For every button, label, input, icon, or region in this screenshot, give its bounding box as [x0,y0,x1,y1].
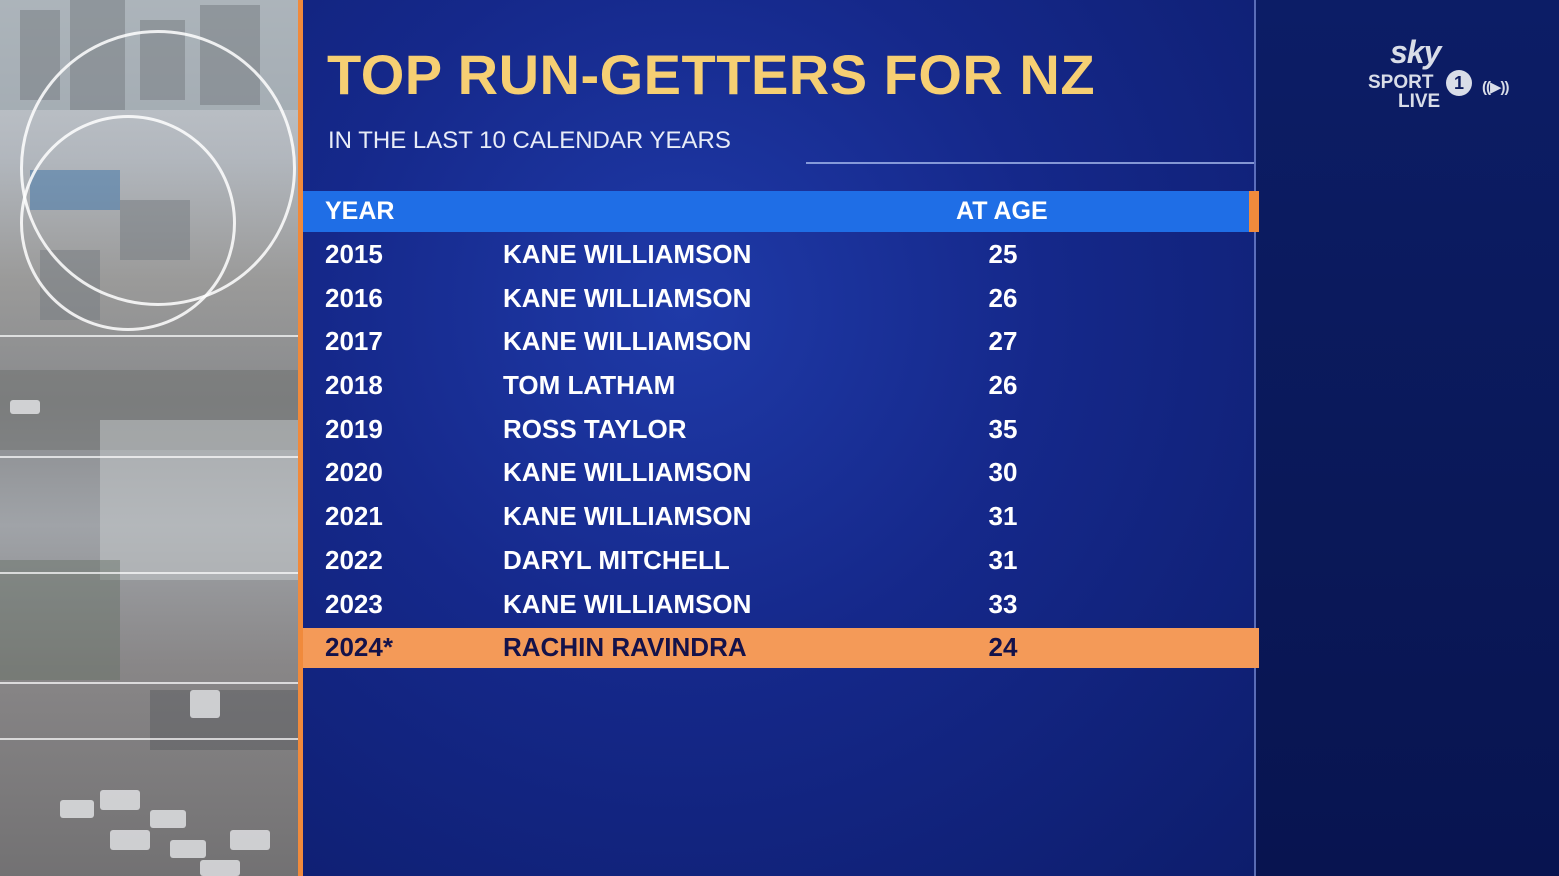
graphic-subtitle: IN THE LAST 10 CALENDAR YEARS [328,127,731,154]
row-year: 2016 [325,282,383,313]
row-age: 31 [988,544,1018,575]
graphic-panel [303,0,1256,876]
row-age: 26 [988,370,1018,401]
row-year: 2022 [325,544,383,575]
logo-channel-number: 1 [1446,70,1472,96]
row-year: 2018 [325,370,383,401]
graphic-title: TOP RUN-GETTERS FOR NZ [327,43,1096,106]
row-age: 33 [988,588,1018,619]
row-player: KANE WILLIAMSON [503,282,752,313]
logo-brand: sky [1390,34,1441,70]
row-age: 25 [988,239,1018,269]
row-player: KANE WILLIAMSON [503,501,752,532]
row-year: 2024* [325,632,393,663]
header-year: YEAR [325,197,395,225]
table-row: 2015 KANE WILLIAMSON 25 [303,233,1259,277]
table-row: 2017 KANE WILLIAMSON 27 [303,320,1259,364]
row-player: RACHIN RAVINDRA [503,632,747,663]
row-year: 2021 [325,501,383,532]
row-year: 2023 [325,588,383,619]
table-row-highlighted: 2024* RACHIN RAVINDRA 24 [303,628,1259,669]
table-row: 2020 KANE WILLIAMSON 30 [303,451,1259,495]
table-row: 2016 KANE WILLIAMSON 26 [303,277,1259,321]
live-broadcast-icon: ((▶)) [1482,79,1510,96]
table-header: YEAR AT AGE [303,191,1259,232]
row-player: KANE WILLIAMSON [503,239,752,269]
row-player: KANE WILLIAMSON [503,326,752,357]
logo-channel: SPORT [1368,72,1434,93]
row-year: 2020 [325,457,383,488]
table-row: 2018 TOM LATHAM 26 [303,364,1259,408]
row-player: DARYL MITCHELL [503,544,730,575]
aerial-photo-background [0,0,300,876]
right-background [1256,0,1559,876]
row-year: 2019 [325,413,383,444]
row-player: KANE WILLIAMSON [503,588,752,619]
table-row: 2023 KANE WILLIAMSON 33 [303,583,1259,627]
sky-sport-logo: sky SPORT 1 LIVE ((▶)) [1366,34,1526,114]
table-row: 2022 DARYL MITCHELL 31 [303,539,1259,583]
row-age: 31 [988,501,1018,532]
row-age: 35 [988,413,1018,444]
run-getters-table: 2015 KANE WILLIAMSON 25 2016 KANE WILLIA… [303,233,1259,669]
accent-divider [298,0,303,876]
row-player: ROSS TAYLOR [503,413,687,444]
row-age: 24 [988,632,1018,663]
header-age: AT AGE [956,197,1048,225]
row-player: KANE WILLIAMSON [503,457,752,488]
table-row: 2019 ROSS TAYLOR 35 [303,408,1259,452]
row-player: TOM LATHAM [503,370,676,401]
title-divider [806,162,1254,164]
row-age: 27 [988,326,1018,357]
row-age: 26 [988,282,1018,313]
table-row: 2021 KANE WILLIAMSON 31 [303,495,1259,539]
row-year: 2017 [325,326,383,357]
row-year: 2015 [325,239,383,269]
row-age: 30 [988,457,1018,488]
logo-suffix: LIVE [1398,91,1441,112]
